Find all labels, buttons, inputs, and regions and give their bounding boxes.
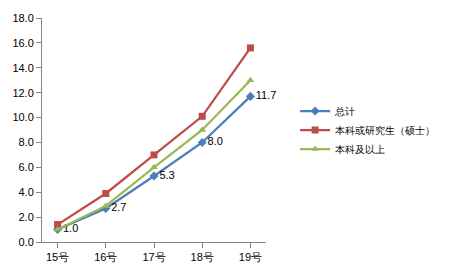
svg-text:2.0: 2.0 [19,211,34,223]
svg-text:19号: 19号 [239,251,262,263]
svg-text:5.3: 5.3 [159,169,174,181]
svg-text:本科或研究生（硕士）: 本科或研究生（硕士） [335,125,435,136]
svg-text:17号: 17号 [142,251,165,263]
svg-text:10.0: 10.0 [12,111,33,123]
svg-text:总计: 总计 [334,106,355,117]
svg-text:16号: 16号 [94,251,117,263]
svg-text:14.0: 14.0 [12,62,33,74]
svg-text:18.0: 18.0 [12,12,33,24]
svg-text:16.0: 16.0 [12,37,33,49]
svg-text:本科及以上: 本科及以上 [335,144,385,155]
svg-text:0.0: 0.0 [19,236,34,248]
svg-text:2.7: 2.7 [111,201,126,213]
svg-text:12.0: 12.0 [12,87,33,99]
svg-text:15号: 15号 [46,251,69,263]
svg-text:11.7: 11.7 [256,89,277,101]
svg-text:18号: 18号 [191,251,214,263]
svg-text:8.0: 8.0 [19,136,34,148]
svg-text:1.0: 1.0 [63,222,78,234]
svg-text:6.0: 6.0 [19,161,34,173]
svg-text:8.0: 8.0 [208,135,223,147]
svg-text:4.0: 4.0 [19,186,34,198]
